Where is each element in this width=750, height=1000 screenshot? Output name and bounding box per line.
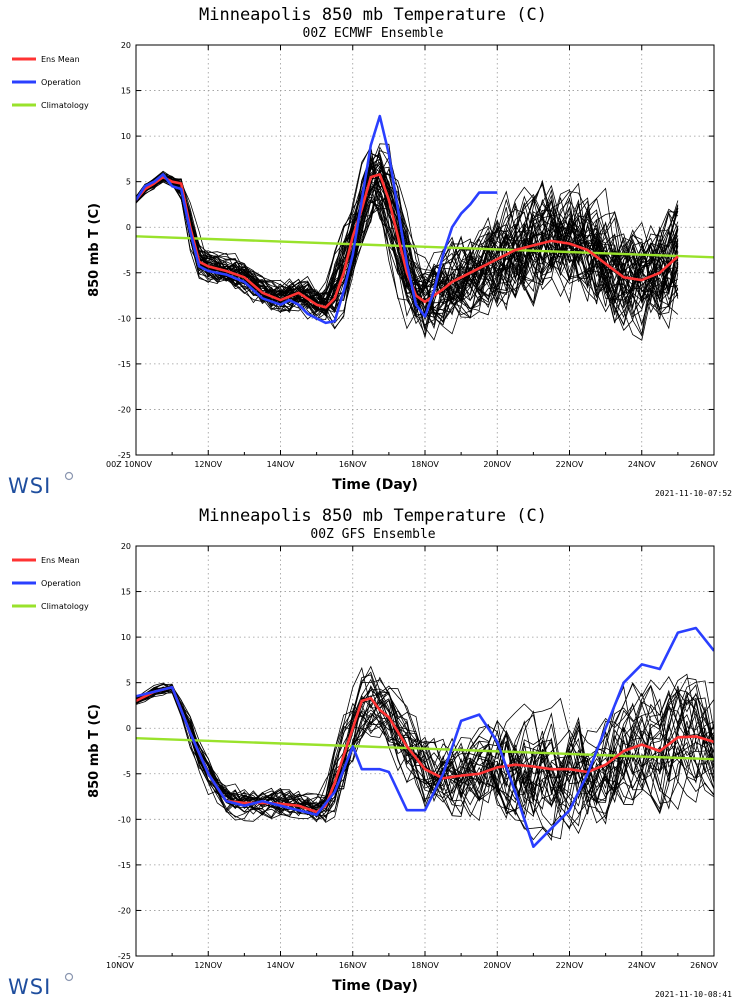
ensemble-member-line: [136, 684, 714, 814]
chart-subtitle: 00Z GFS Ensemble: [310, 527, 435, 542]
operation-line: [136, 626, 714, 849]
ensemble-member-line: [136, 686, 714, 825]
y-tick-label: 0: [126, 724, 131, 733]
x-axis-title: Time (Day): [332, 477, 418, 493]
x-tick-label: 20NOV: [483, 961, 511, 970]
x-tick-label: 22NOV: [556, 961, 584, 970]
operation-line: [136, 114, 498, 325]
y-tick-label: 20: [121, 41, 131, 50]
logo-mark-icon: [64, 471, 74, 481]
ensemble-members: [136, 143, 679, 341]
x-tick-label: 16NOV: [339, 961, 367, 970]
legend-label: Operation: [41, 78, 81, 87]
x-tick-label: 18NOV: [411, 460, 439, 469]
ensemble-member-line: [136, 146, 679, 322]
ensemble-member-line: [136, 683, 714, 818]
x-tick-label: 24NOV: [628, 460, 656, 469]
x-tick-label: 00Z 10NOV: [106, 460, 153, 469]
y-tick-label: -5: [123, 770, 131, 779]
climatology-line: [136, 235, 714, 259]
ensemble-member-line: [136, 685, 714, 818]
y-tick-label: -15: [118, 861, 131, 870]
y-tick-label: 15: [121, 588, 131, 597]
gfs-chart-panel: Minneapolis 850 mb Temperature (C)00Z GF…: [8, 506, 732, 999]
x-tick-label: 24NOV: [628, 961, 656, 970]
y-tick-label: -20: [118, 906, 131, 915]
legend-label: Climatology: [41, 602, 89, 611]
timestamp: 2021-11-10-08:41: [655, 990, 732, 999]
chart-title: Minneapolis 850 mb Temperature (C): [199, 5, 547, 25]
y-tick-label: 0: [126, 223, 131, 232]
x-tick-label: 22NOV: [556, 460, 584, 469]
x-tick-label: 16NOV: [339, 460, 367, 469]
timestamp: 2021-11-10-07:52: [655, 489, 732, 498]
x-tick-label: 18NOV: [411, 961, 439, 970]
x-tick-label: 20NOV: [483, 460, 511, 469]
logo-mark-icon: [64, 972, 74, 982]
ensemble-member-line: [136, 176, 678, 321]
named-series: [136, 626, 714, 849]
y-tick-label: -20: [118, 405, 131, 414]
y-tick-label: 5: [126, 679, 131, 688]
y-axis-title: 850 mb T (C): [87, 203, 102, 297]
chart-title: Minneapolis 850 mb Temperature (C): [199, 506, 547, 526]
ens-mean-line: [136, 685, 714, 814]
ensemble-member-line: [136, 666, 714, 816]
y-tick-label: -5: [123, 269, 131, 278]
y-tick-label: 10: [121, 132, 131, 141]
x-tick-label: 12NOV: [194, 460, 222, 469]
x-tick-label: 14NOV: [267, 961, 295, 970]
legend-label: Climatology: [41, 101, 89, 110]
ensemble-member-line: [136, 689, 714, 821]
x-tick-label: 10NOV: [106, 961, 134, 970]
x-tick-label: 12NOV: [194, 961, 222, 970]
y-tick-label: -15: [118, 360, 131, 369]
chart-subtitle: 00Z ECMWF Ensemble: [303, 26, 444, 41]
wsi-logo: WSI: [8, 975, 51, 999]
x-tick-label: 26NOV: [690, 961, 718, 970]
legend-label: Ens Mean: [41, 556, 80, 565]
wsi-logo: WSI: [8, 474, 51, 498]
y-tick-label: -10: [118, 314, 131, 323]
named-series: [136, 114, 714, 325]
y-tick-label: 15: [121, 87, 131, 96]
ensemble-member-line: [136, 687, 714, 837]
x-tick-label: 26NOV: [690, 460, 718, 469]
ecmwf-chart-panel: Minneapolis 850 mb Temperature (C)00Z EC…: [8, 5, 732, 498]
y-tick-label: -10: [118, 815, 131, 824]
x-axis-title: Time (Day): [332, 978, 418, 994]
legend-label: Ens Mean: [41, 55, 80, 64]
ensemble-member-line: [136, 180, 679, 326]
y-tick-label: -25: [118, 952, 131, 961]
y-tick-label: 20: [121, 542, 131, 551]
y-tick-label: 5: [126, 178, 131, 187]
ensemble-member-line: [136, 156, 679, 327]
y-tick-label: -25: [118, 451, 131, 460]
y-axis-title: 850 mb T (C): [87, 704, 102, 798]
y-tick-label: 10: [121, 633, 131, 642]
gridlines: [136, 546, 714, 956]
x-tick-label: 14NOV: [267, 460, 295, 469]
legend-label: Operation: [41, 579, 81, 588]
ensemble-member-line: [136, 676, 714, 817]
ensemble-member-line: [136, 174, 679, 314]
